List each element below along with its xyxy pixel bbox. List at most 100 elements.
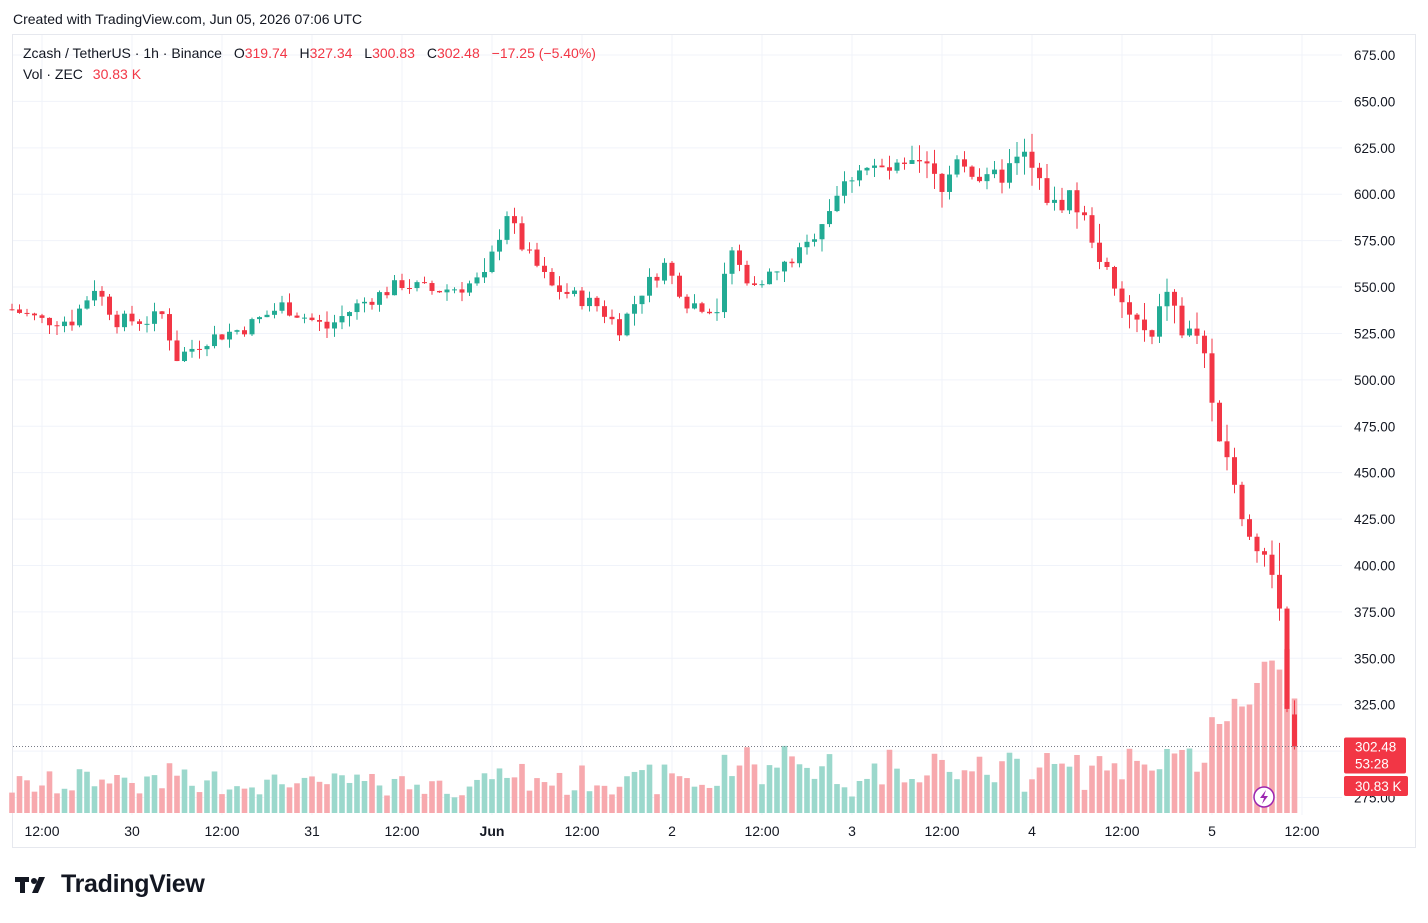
candle-body xyxy=(482,272,487,278)
volume-bar xyxy=(1164,748,1170,813)
tradingview-logo-icon xyxy=(15,876,45,893)
volume-bar xyxy=(1066,766,1073,813)
volume-bar xyxy=(451,797,458,813)
candle-body xyxy=(264,314,270,318)
candle-body xyxy=(1022,151,1027,157)
volume-bar xyxy=(826,754,833,813)
candle-body xyxy=(302,317,307,319)
volume-bar xyxy=(864,778,870,813)
x-tick-label: 12:00 xyxy=(564,823,599,839)
candle-body xyxy=(872,165,877,168)
countdown-label: 53:28 xyxy=(1355,756,1389,771)
candle-body xyxy=(1217,402,1222,442)
candle-body xyxy=(767,271,772,285)
candle-body xyxy=(339,316,345,323)
volume-bar xyxy=(1104,770,1110,813)
volume-bar xyxy=(121,777,128,813)
volume-bar xyxy=(954,779,960,813)
volume-bar xyxy=(856,780,863,813)
candle-body xyxy=(587,297,592,307)
volume-bar xyxy=(1036,767,1043,813)
volume-bar xyxy=(84,771,90,813)
volume-bar xyxy=(549,785,555,813)
volume-bar xyxy=(819,766,825,813)
volume-bar xyxy=(759,784,765,813)
last-volume-label: 30.83 K xyxy=(1355,779,1402,794)
volume-bar xyxy=(811,778,818,813)
volume-bar xyxy=(1089,765,1095,813)
volume-bar xyxy=(196,792,203,813)
candle-body xyxy=(1224,441,1230,458)
volume-bar xyxy=(1074,754,1080,813)
volume-bar xyxy=(1006,752,1013,813)
volume-bar xyxy=(106,783,113,813)
candle-body xyxy=(227,331,232,340)
volume-bar xyxy=(616,786,623,813)
volume-bar xyxy=(976,756,983,813)
volume-bar xyxy=(474,779,480,813)
candle-body xyxy=(1232,457,1237,485)
last-volume-badge xyxy=(1344,776,1408,796)
y-tick-label: 325.00 xyxy=(1354,698,1395,713)
volume-bar xyxy=(444,793,450,813)
candle-body xyxy=(534,249,540,266)
volume-label[interactable]: Vol · ZEC xyxy=(23,66,83,82)
candle-body xyxy=(429,283,435,291)
candle-body xyxy=(1164,291,1170,307)
volume-bar xyxy=(886,749,893,813)
candle-body xyxy=(887,167,892,171)
volume-bar xyxy=(669,773,675,813)
candle-body xyxy=(407,288,412,290)
candle-body xyxy=(729,250,735,274)
y-tick-label: 625.00 xyxy=(1354,141,1395,156)
candle-body xyxy=(752,283,757,285)
volume-bar xyxy=(61,788,68,813)
candle-body xyxy=(834,195,840,212)
volume-bar xyxy=(76,769,83,813)
volume-bar xyxy=(391,778,398,813)
x-tick-label: 30 xyxy=(124,823,140,839)
close-value: 302.48 xyxy=(436,45,480,61)
candle-body xyxy=(782,261,787,272)
lightning-icon[interactable] xyxy=(1253,786,1275,808)
candle-body xyxy=(204,346,210,350)
candle-body xyxy=(737,250,742,265)
x-tick-label: 12:00 xyxy=(204,823,239,839)
candle-body xyxy=(819,224,825,240)
volume-bar xyxy=(9,792,15,813)
volume-bar xyxy=(399,776,405,813)
candle-body xyxy=(189,348,195,352)
candle-body xyxy=(932,163,937,174)
last-price-badge xyxy=(1344,737,1406,774)
y-tick-label: 375.00 xyxy=(1354,605,1395,620)
volume-bar xyxy=(286,787,293,813)
candle-body xyxy=(1149,330,1155,337)
volume-bar xyxy=(999,761,1005,813)
volume-bar xyxy=(1051,763,1058,813)
candle-body xyxy=(624,313,630,336)
y-tick-label: 450.00 xyxy=(1354,466,1395,481)
high-label: H xyxy=(299,45,310,61)
symbol-label[interactable]: Zcash / TetherUS · 1h · Binance xyxy=(23,45,222,61)
volume-bar xyxy=(639,770,645,813)
volume-bar xyxy=(69,790,75,813)
volume-bar xyxy=(504,777,510,813)
volume-bar xyxy=(594,785,600,813)
volume-bar xyxy=(1149,770,1155,813)
volume-bar xyxy=(234,786,240,813)
last-price-label: 302.48 xyxy=(1355,739,1396,754)
candle-body xyxy=(309,317,315,321)
volume-bar xyxy=(901,782,908,813)
volume-bar xyxy=(511,777,518,813)
candle-body xyxy=(219,334,225,340)
volume-bar xyxy=(579,765,585,813)
candle-body xyxy=(707,311,712,314)
y-tick-label: 400.00 xyxy=(1354,558,1395,573)
volume-bar xyxy=(1111,763,1118,813)
candle-body xyxy=(54,325,60,327)
candle-body xyxy=(1074,190,1080,213)
candle-body xyxy=(114,314,120,328)
candle-body xyxy=(1104,261,1110,268)
y-tick-label: 575.00 xyxy=(1354,234,1395,249)
